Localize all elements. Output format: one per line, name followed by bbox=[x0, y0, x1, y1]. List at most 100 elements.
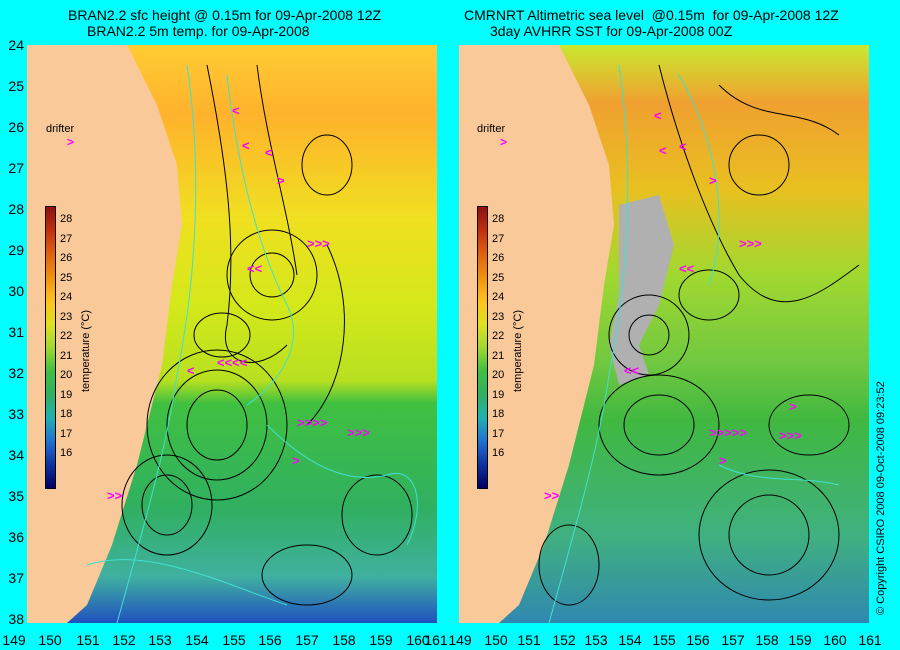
isobath-contours bbox=[86, 64, 418, 623]
left-colorbar bbox=[45, 206, 56, 489]
svg-text:>>>: >>> bbox=[779, 428, 802, 443]
longitude-tick-label-left: 151 bbox=[76, 632, 100, 648]
colorbar-tick-label: 20 bbox=[492, 369, 505, 381]
latitude-tick-label: 32 bbox=[8, 365, 24, 381]
latitude-tick-label: 33 bbox=[8, 406, 24, 422]
colorbar-tick-label: 16 bbox=[60, 447, 73, 459]
latitude-tick-label: 34 bbox=[8, 447, 24, 463]
colorbar-tick-label: 21 bbox=[60, 349, 73, 362]
right-title-line2: 3day AVHRR SST for 09-Apr-2008 00Z bbox=[490, 23, 733, 39]
right-colorbar-title: temperature (°C) bbox=[512, 309, 524, 392]
latitude-tick-label: 25 bbox=[8, 78, 24, 94]
colorbar-tick-label: 25 bbox=[60, 271, 73, 284]
longitude-tick-label-left: 150 bbox=[38, 632, 62, 648]
svg-text:>: > bbox=[292, 453, 300, 468]
drifter-tracks: < < < > >>> << <<<< < >>>> >>> > >> bbox=[107, 103, 370, 503]
latitude-tick-label: 35 bbox=[8, 488, 24, 504]
colorbar-tick-label: 18 bbox=[492, 408, 505, 420]
longitude-tick-label-left: 160 bbox=[406, 632, 430, 648]
longitude-tick-label-left: 152 bbox=[112, 632, 136, 648]
latitude-tick-label: 38 bbox=[8, 611, 24, 627]
longitude-tick-label-right: 158 bbox=[755, 632, 779, 648]
latitude-tick-label: 29 bbox=[8, 242, 24, 258]
colorbar-tick-label: 28 bbox=[492, 213, 505, 225]
colorbar-tick-label: 22 bbox=[60, 330, 73, 342]
colorbar-tick-label: 27 bbox=[492, 232, 505, 245]
left-drifter-symbol: > bbox=[67, 135, 75, 149]
longitude-tick-label-left: 158 bbox=[332, 632, 356, 648]
cloud-mask bbox=[609, 195, 674, 385]
longitude-tick-label-right: 152 bbox=[552, 632, 576, 648]
drifter-tracks: < < < > >>> << << >>>>> >>> > > >> bbox=[544, 108, 802, 503]
longitude-tick-label-right: 149 bbox=[448, 632, 472, 648]
colorbar-tick-label: 26 bbox=[60, 252, 73, 264]
colorbar-tick-label: 19 bbox=[492, 388, 505, 401]
longitude-tick-label-left: 149 bbox=[2, 632, 26, 648]
right-colorbar bbox=[477, 206, 488, 489]
left-title-line2: BRAN2.2 5m temp. for 09-Apr-2008 bbox=[87, 23, 310, 39]
right-drifter-symbol: > bbox=[500, 135, 508, 149]
longitude-tick-label-left: 157 bbox=[295, 632, 319, 648]
svg-text:>>>: >>> bbox=[739, 236, 762, 251]
land-mass bbox=[459, 45, 614, 623]
sea-height-contours bbox=[121, 64, 413, 606]
svg-text:<<: << bbox=[624, 363, 640, 378]
longitude-tick-label-right: 156 bbox=[686, 632, 710, 648]
copyright-notice: © Copyright CSIRO 2008 09-Oct-2008 09:23… bbox=[875, 381, 887, 615]
colorbar-tick-label: 20 bbox=[60, 369, 73, 381]
longitude-tick-label-left: 153 bbox=[148, 632, 172, 648]
colorbar-tick-label: 17 bbox=[60, 427, 73, 440]
left-drifter-label: drifter bbox=[46, 123, 75, 135]
svg-text:>>: >> bbox=[544, 488, 560, 503]
right-title-line1: CMRNRT Altimetric sea level @0.15m for 0… bbox=[464, 7, 839, 23]
svg-text:<: < bbox=[232, 103, 240, 118]
latitude-tick-label: 36 bbox=[8, 529, 24, 545]
left-title-line1: BRAN2.2 sfc height @ 0.15m for 09-Apr-20… bbox=[68, 7, 382, 23]
colorbar-tick-label: 27 bbox=[60, 232, 73, 245]
colorbar-tick-label: 26 bbox=[492, 252, 505, 264]
svg-text:<: < bbox=[679, 139, 687, 154]
svg-text:<<: << bbox=[247, 261, 263, 276]
latitude-tick-label: 37 bbox=[8, 570, 24, 586]
land-mass bbox=[27, 45, 182, 623]
longitude-tick-label-right: 160 bbox=[823, 632, 847, 648]
svg-text:<: < bbox=[187, 363, 195, 378]
left-colorbar-title: temperature (°C) bbox=[80, 309, 92, 392]
colorbar-tick-label: 17 bbox=[492, 427, 505, 440]
latitude-tick-label: 28 bbox=[8, 201, 24, 217]
longitude-tick-label-right: 157 bbox=[721, 632, 745, 648]
svg-text:>>: >> bbox=[107, 488, 123, 503]
colorbar-tick-label: 22 bbox=[492, 330, 505, 342]
longitude-tick-label-right: 155 bbox=[652, 632, 676, 648]
isobath-contours bbox=[548, 64, 840, 623]
right-drifter-label: drifter bbox=[477, 123, 506, 135]
sea-height-contours bbox=[538, 64, 860, 606]
longitude-tick-label-right: 154 bbox=[618, 632, 642, 648]
svg-text:>>>: >>> bbox=[347, 425, 370, 440]
colorbar-tick-label: 28 bbox=[60, 213, 73, 225]
longitude-tick-label-right: 153 bbox=[584, 632, 608, 648]
colorbar-tick-label: 16 bbox=[492, 447, 505, 459]
svg-text:<: < bbox=[242, 138, 250, 153]
svg-text:<: < bbox=[654, 108, 662, 123]
colorbar-tick-label: 21 bbox=[492, 349, 505, 362]
longitude-tick-label-left: 156 bbox=[258, 632, 282, 648]
svg-text:>: > bbox=[709, 173, 717, 188]
latitude-tick-label: 30 bbox=[8, 283, 24, 299]
colorbar-tick-label: 23 bbox=[60, 310, 73, 323]
colorbar-tick-label: 24 bbox=[60, 291, 73, 303]
svg-text:<<: << bbox=[679, 261, 695, 276]
colorbar-tick-label: 23 bbox=[492, 310, 505, 323]
svg-text:<<<<: <<<< bbox=[217, 355, 248, 370]
svg-text:>: > bbox=[277, 173, 285, 188]
latitude-tick-label: 24 bbox=[8, 37, 24, 53]
longitude-tick-label-left: 161 bbox=[424, 632, 448, 648]
longitude-tick-label-right: 159 bbox=[788, 632, 812, 648]
left-map-panel: < < < > >>> << <<<< < >>>> >>> > >> bbox=[27, 45, 437, 623]
longitude-tick-label-right: 151 bbox=[517, 632, 541, 648]
svg-text:>>>>: >>>> bbox=[297, 415, 328, 430]
right-map-panel: < < < > >>> << << >>>>> >>> > > >> bbox=[459, 45, 869, 623]
colorbar-tick-label: 19 bbox=[60, 388, 73, 401]
colorbar-tick-label: 24 bbox=[492, 291, 505, 303]
longitude-tick-label-left: 159 bbox=[369, 632, 393, 648]
